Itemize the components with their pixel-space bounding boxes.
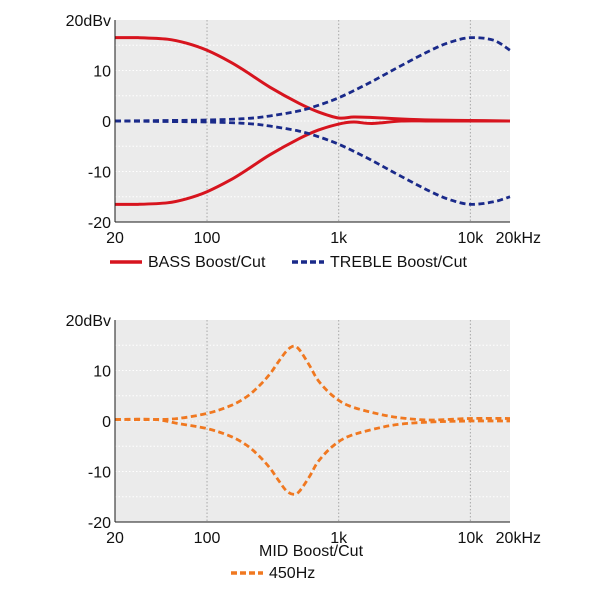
y-tick-label: 0 [102,414,111,431]
legend-entry: 450Hz [231,565,315,582]
y-tick-label: 10 [93,364,111,381]
series-line-450hz-cut [114,417,511,496]
series-line-treble-boost-cut-boost [114,36,511,123]
x-tick-label: 20kHz [496,530,541,547]
legend-label: TREBLE Boost/Cut [330,254,468,271]
x-tick-label: 100 [194,230,221,247]
series-line-450hz-boost [114,344,511,422]
y-tick-label: 20dBv [66,13,111,30]
legend-label: BASS Boost/Cut [148,254,266,271]
legend-label: 450Hz [269,565,315,582]
y-tick-label: -20 [88,215,111,232]
x-tick-label: 100 [194,530,221,547]
legend-entry: BASS Boost/Cut [110,254,266,271]
y-tick-label: 20dBv [66,313,111,330]
y-tick-label: -10 [88,165,111,182]
x-tick-label: 10k [457,530,484,547]
y-tick-label: 0 [102,114,111,131]
legend-title: MID Boost/Cut [259,543,364,560]
legend-entry: TREBLE Boost/Cut [292,254,468,271]
y-tick-label: -10 [88,465,111,482]
series-line-treble-boost-cut-cut [114,119,511,206]
x-tick-label: 20 [106,230,124,247]
x-tick-label: 1k [330,230,348,247]
x-tick-label: 1k [330,530,348,547]
series-line-bass-boost-cut-cut [114,119,510,206]
y-tick-label: -20 [88,515,111,532]
x-tick-label: 20kHz [496,230,541,247]
series-line-bass-boost-cut-boost [114,36,511,123]
y-tick-label: 10 [93,64,111,81]
x-tick-label: 10k [457,230,484,247]
x-tick-label: 20 [106,530,124,547]
